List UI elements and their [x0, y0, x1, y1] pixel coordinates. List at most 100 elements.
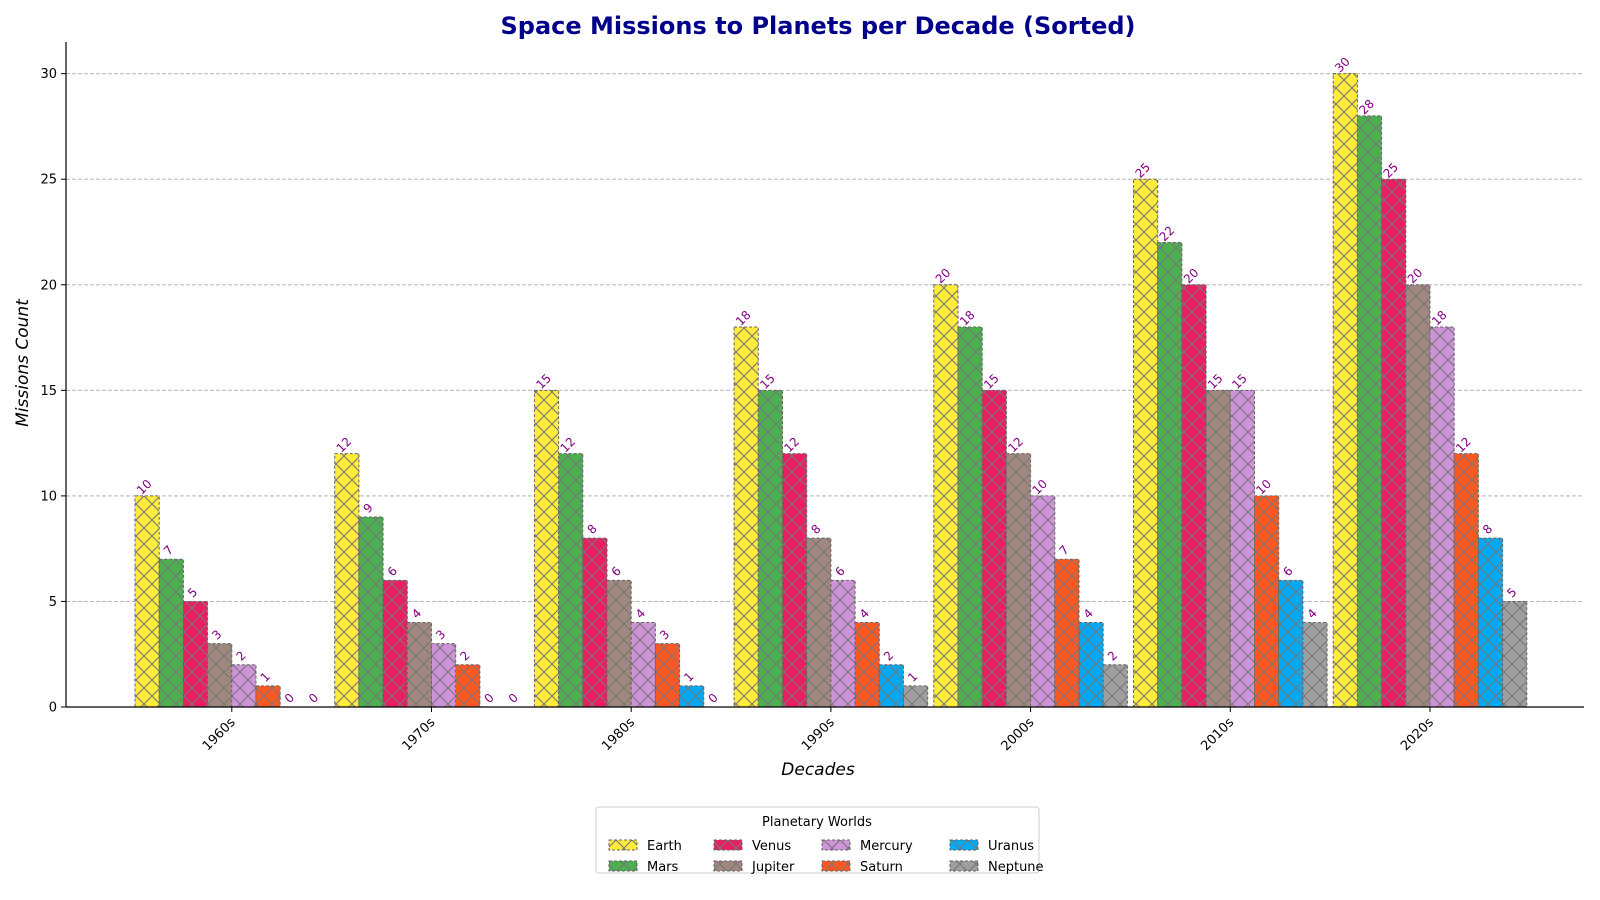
legend-label: Venus	[752, 839, 791, 854]
bar-hatch	[1405, 284, 1431, 708]
value-label: 9	[361, 501, 376, 516]
legend-swatch-hatch	[821, 860, 851, 872]
x-tick-label: 2000s	[999, 715, 1038, 754]
bar-hatch	[1356, 115, 1383, 708]
value-label: 4	[857, 606, 872, 621]
legend-title: Planetary Worlds	[762, 815, 872, 830]
value-label: 6	[385, 564, 400, 579]
bar-hatch	[1381, 178, 1407, 708]
value-label: 10	[134, 477, 155, 498]
value-label: 2	[1105, 648, 1120, 663]
x-tick-label: 2020s	[1398, 715, 1437, 754]
legend-swatch-hatch	[713, 839, 743, 851]
bar-hatch	[231, 664, 257, 708]
value-label: 4	[1305, 606, 1320, 621]
x-axis-label: Decades	[781, 760, 855, 780]
legend-box	[595, 806, 1040, 874]
bars	[134, 73, 1528, 708]
chart-title: Space Missions to Planets per Decade (So…	[500, 12, 1135, 40]
value-label: 2	[233, 648, 248, 663]
bar-hatch	[431, 643, 457, 708]
bar-hatch	[630, 622, 656, 708]
value-label: 1	[258, 669, 273, 684]
value-label: 0	[705, 691, 720, 706]
bar-hatch	[981, 389, 1007, 708]
value-label: 6	[609, 564, 624, 579]
bar-hatch	[854, 622, 880, 708]
value-label: 25	[1132, 160, 1153, 181]
axes	[61, 42, 1584, 712]
bar-hatch	[182, 600, 209, 708]
value-label: 12	[781, 434, 802, 455]
legend-swatch-hatch	[949, 839, 979, 851]
x-tick-label: 1980s	[599, 715, 638, 754]
bar-hatch	[806, 537, 832, 708]
x-tick-label: 1990s	[799, 715, 838, 754]
legend-item-jupiter: Jupiter	[713, 860, 795, 875]
bar-hatch	[158, 558, 184, 708]
value-label: 2	[881, 648, 896, 663]
value-label: 8	[1480, 522, 1495, 537]
bar-hatch	[1030, 495, 1056, 708]
value-label: 20	[933, 266, 954, 287]
legend-label: Mars	[647, 860, 679, 875]
value-label: 8	[808, 522, 823, 537]
y-tick-label: 5	[49, 595, 57, 610]
value-label: 20	[1181, 266, 1202, 287]
bar-hatch	[757, 389, 783, 708]
legend-label: Neptune	[988, 860, 1044, 875]
bar-hatch	[1302, 622, 1328, 708]
bar-hatch	[255, 685, 281, 708]
value-label: 30	[1332, 54, 1353, 75]
y-tick-label: 10	[40, 489, 57, 504]
value-label: 6	[833, 564, 848, 579]
bar-hatch	[1332, 73, 1358, 708]
legend-swatch-hatch	[608, 860, 638, 872]
legend-label: Uranus	[988, 839, 1034, 854]
value-label: 0	[306, 691, 321, 706]
legend-swatch-hatch	[608, 839, 638, 851]
value-label: 22	[1157, 223, 1178, 244]
bar-hatch	[679, 685, 705, 708]
value-label: 10	[1253, 477, 1274, 498]
bar-hatch	[1254, 495, 1280, 708]
value-label: 5	[1504, 585, 1519, 600]
value-label: 5	[185, 585, 200, 600]
value-label: 3	[657, 627, 672, 642]
legend-label: Saturn	[860, 860, 903, 875]
x-tick-labels: 1960s 1970s 1980s 1990s 2000s 2010s 2020s	[200, 715, 1437, 754]
y-tick-label: 20	[40, 278, 57, 293]
bar-hatch	[1502, 600, 1528, 708]
value-label: 10	[1030, 477, 1051, 498]
bar-hatch	[1157, 242, 1183, 708]
bar-hatch	[878, 664, 904, 708]
value-label: 15	[981, 371, 1002, 392]
bar-hatch	[957, 326, 983, 708]
value-label: 7	[161, 543, 176, 558]
value-label: 25	[1381, 160, 1402, 181]
bar-hatch	[903, 685, 929, 708]
value-label: 12	[1005, 434, 1026, 455]
value-label: 20	[1405, 266, 1426, 287]
legend-item-mercury: Mercury	[821, 839, 913, 854]
bar-hatch	[1054, 558, 1080, 708]
value-label: 0	[482, 691, 497, 706]
legend-item-venus: Venus	[713, 839, 791, 854]
value-label: 18	[957, 308, 978, 329]
y-tick-label: 15	[40, 384, 57, 399]
value-label: 15	[1229, 371, 1250, 392]
value-label: 0	[506, 691, 521, 706]
value-label: 15	[757, 371, 778, 392]
bar-hatch	[1078, 622, 1104, 708]
bar-hatch	[533, 389, 560, 708]
x-tick-label: 1960s	[200, 715, 239, 754]
value-label: 4	[1081, 606, 1096, 621]
value-label: 18	[733, 308, 754, 329]
bar-hatch	[334, 453, 360, 708]
value-label: 15	[1205, 371, 1226, 392]
legend-label: Earth	[647, 839, 682, 854]
value-label: 7	[1056, 543, 1071, 558]
bar-hatch	[134, 495, 160, 708]
bar-hatch	[782, 453, 808, 708]
